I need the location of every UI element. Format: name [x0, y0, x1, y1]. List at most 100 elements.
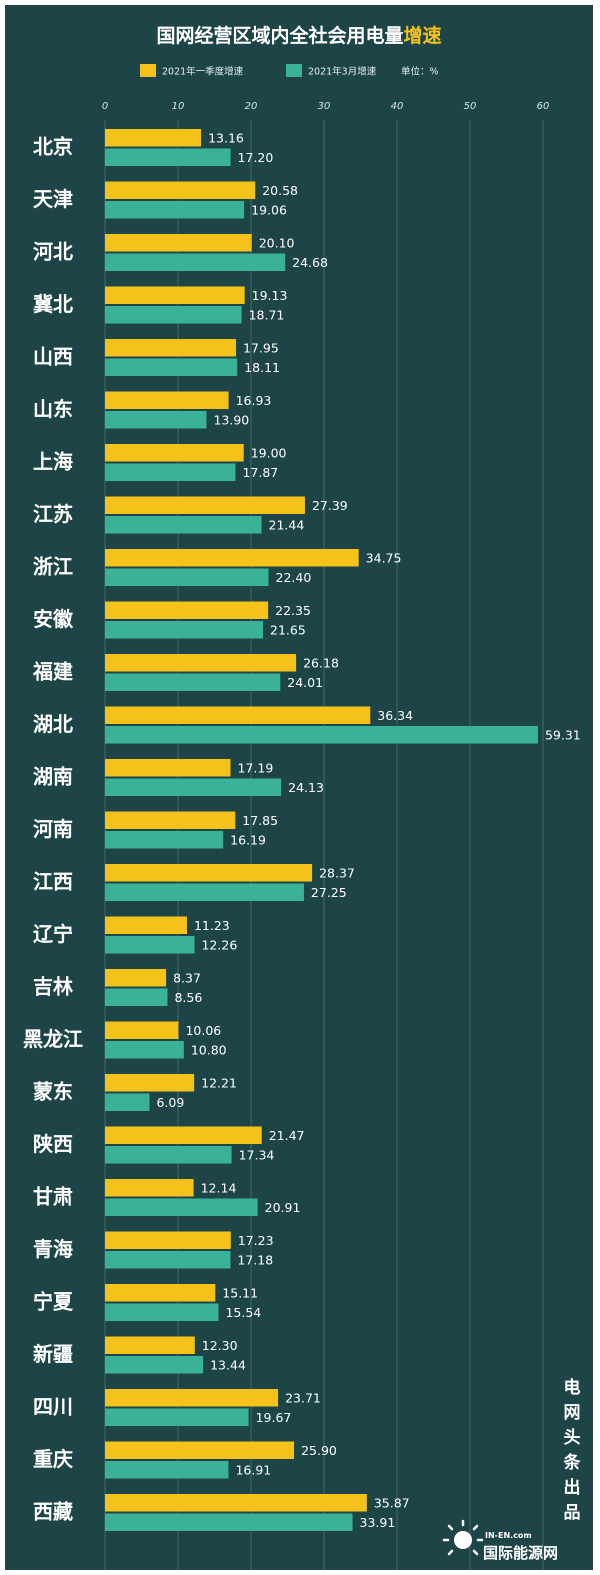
chart-title-highlight: 增速 [404, 24, 442, 47]
data-label-march: 15.54 [225, 1305, 261, 1320]
x-tick-label: 40 [391, 101, 404, 112]
bar-q1 [105, 969, 167, 987]
category-label: 河北 [33, 240, 73, 264]
category-label: 蒙东 [33, 1080, 73, 1104]
x-axis-ticks: 0 10 20 30 40 50 60 [102, 101, 550, 112]
bar-march [105, 1041, 184, 1059]
bar-march [105, 883, 304, 901]
data-label-march: 18.71 [249, 307, 285, 322]
data-label-march: 20.91 [265, 1200, 301, 1215]
bar-q1 [105, 181, 256, 199]
bar-q1 [105, 916, 187, 934]
data-label-march: 21.65 [270, 622, 306, 637]
data-label-q1: 8.37 [173, 970, 201, 985]
bar-q1 [105, 1021, 179, 1039]
credit-char: 头 [564, 1428, 581, 1448]
data-label-q1: 34.75 [366, 550, 402, 565]
bar-q1 [105, 706, 371, 724]
sun-logo-icon [442, 1519, 484, 1556]
bar-march [105, 411, 207, 429]
bar-march [105, 1408, 249, 1426]
bar-march [105, 201, 245, 219]
legend-unit-label: 单位：% [401, 66, 439, 78]
bar-march [105, 621, 264, 639]
bar-march [105, 148, 231, 166]
data-label-march: 6.09 [156, 1095, 184, 1110]
bar-q1 [105, 129, 202, 147]
data-label-q1: 19.13 [252, 288, 288, 303]
legend-swatch-q1 [140, 64, 156, 77]
bar-march [105, 1513, 353, 1531]
category-label: 四川 [33, 1395, 73, 1419]
data-label-march: 17.87 [242, 465, 278, 480]
x-tick-label: 0 [102, 101, 108, 112]
credit-char: 出 [564, 1477, 581, 1498]
data-label-q1: 27.39 [312, 498, 348, 513]
bar-q1 [105, 444, 244, 462]
data-label-march: 17.18 [237, 1252, 273, 1267]
data-label-march: 22.40 [276, 570, 312, 585]
category-label: 山西 [33, 345, 73, 369]
data-label-march: 33.91 [360, 1515, 396, 1530]
data-label-march: 24.13 [288, 780, 324, 795]
bar-q1 [105, 864, 313, 882]
data-label-q1: 22.35 [275, 603, 311, 618]
watermark: IN-EN.com 国际能源网 [442, 1519, 558, 1562]
watermark-brand-small: IN-EN.com [485, 1531, 532, 1540]
bar-march [105, 516, 262, 534]
data-label-q1: 17.23 [238, 1233, 274, 1248]
bar-q1 [105, 391, 229, 409]
x-tick-label: 60 [537, 101, 550, 112]
bar-march [105, 673, 281, 691]
data-label-q1: 12.14 [201, 1180, 237, 1195]
bar-march [105, 1303, 219, 1321]
x-tick-label: 30 [318, 101, 331, 112]
watermark-brand-main: 国际能源网 [483, 1544, 558, 1562]
bar-march [105, 1093, 150, 1111]
bar-q1 [105, 1494, 367, 1512]
bar-march [105, 726, 538, 744]
data-label-q1: 15.11 [222, 1285, 258, 1300]
bar-q1 [105, 1441, 295, 1459]
bar-march [105, 568, 269, 586]
category-label: 湖南 [33, 765, 73, 789]
bar-q1 [105, 654, 297, 672]
data-label-q1: 28.37 [319, 865, 355, 880]
category-label: 山东 [33, 397, 73, 421]
category-label: 江西 [33, 870, 73, 894]
category-label: 浙江 [33, 555, 73, 579]
data-label-q1: 35.87 [374, 1495, 410, 1510]
data-label-march: 19.67 [256, 1410, 292, 1425]
bar-q1 [105, 1074, 195, 1092]
category-label: 冀北 [33, 292, 73, 316]
data-label-q1: 21.47 [269, 1128, 305, 1143]
bar-q1 [105, 234, 252, 252]
bar-march [105, 306, 242, 324]
category-label: 重庆 [33, 1447, 73, 1471]
data-label-march: 24.68 [292, 255, 328, 270]
category-label: 辽宁 [33, 922, 73, 946]
data-label-q1: 12.21 [201, 1075, 237, 1090]
legend-label-q1: 2021年一季度增速 [162, 66, 244, 78]
data-label-march: 19.06 [251, 202, 287, 217]
data-label-march: 13.90 [213, 412, 249, 427]
category-label: 天津 [33, 187, 73, 211]
labels: 北京 13.16 17.20 天津 20.58 19.06 河北 20.10 24.68 冀北 19… [23, 130, 581, 1530]
category-label: 黑龙江 [23, 1027, 83, 1051]
bar-march [105, 253, 286, 271]
bar-march [105, 1251, 231, 1269]
data-label-march: 10.80 [191, 1042, 227, 1057]
data-label-q1: 19.00 [251, 445, 287, 460]
bar-q1 [105, 549, 359, 567]
bar-march [105, 1461, 229, 1479]
bar-q1 [105, 339, 237, 357]
bar-q1 [105, 1284, 216, 1302]
data-label-march: 27.25 [311, 885, 347, 900]
bars [105, 129, 538, 1531]
credit-char: 网 [564, 1403, 581, 1423]
category-label: 安徽 [33, 607, 74, 631]
legend-swatch-march [286, 64, 302, 77]
chart-title: 国网经营区域内全社会用电量增速 [156, 24, 441, 47]
data-label-q1: 17.95 [243, 340, 279, 355]
